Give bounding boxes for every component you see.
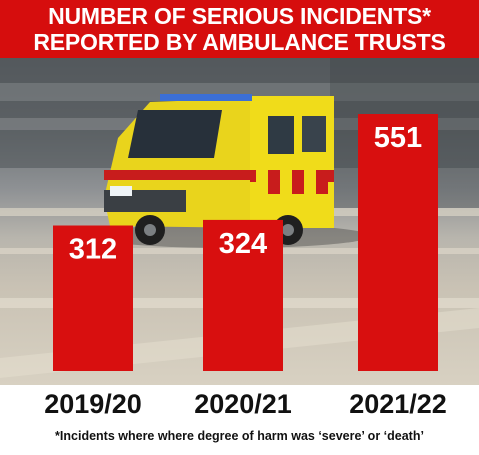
ambulance [90,94,370,248]
chart-title-line-2: REPORTED BY AMBULANCE TRUSTS [33,29,446,55]
chart-title-line-1: NUMBER OF SERIOUS INCIDENTS* [48,3,431,29]
bar-2021-22 [358,114,438,371]
footnote: *Incidents where where degree of harm wa… [55,429,424,443]
category-label-2020-21: 2020/21 [194,389,292,419]
bar-2020-21 [203,219,283,371]
bars-layer [53,114,438,371]
value-label-2021-22: 551 [374,122,422,154]
labels-layer: 312 2019/20 324 2020/21 551 2021/22 [44,122,447,419]
value-label-2020-21: 324 [219,228,267,260]
title-band: NUMBER OF SERIOUS INCIDENTS* REPORTED BY… [0,0,479,58]
bar-2019-20 [53,225,133,371]
category-label-2021-22: 2021/22 [349,389,447,419]
value-label-2019-20: 312 [69,234,117,266]
category-label-2019-20: 2019/20 [44,389,142,419]
bottom-band [0,385,479,455]
